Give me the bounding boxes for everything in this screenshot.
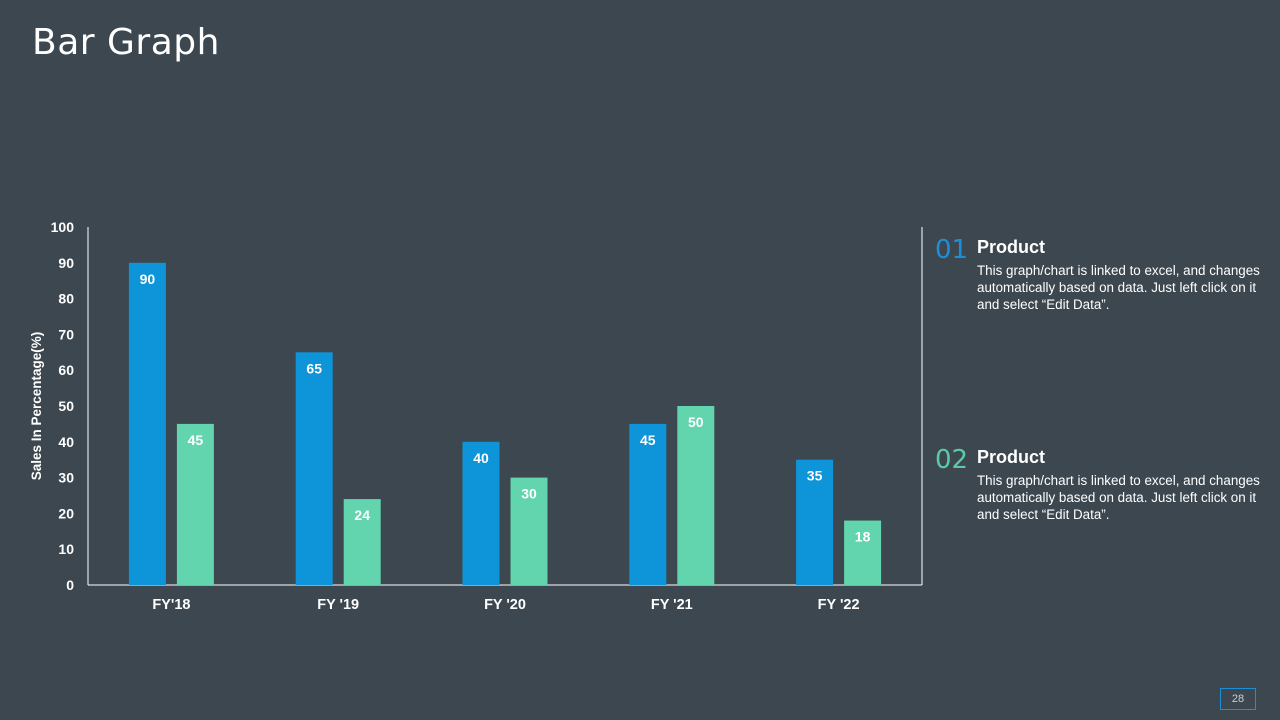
- bar-product-01: [629, 423, 667, 585]
- bar-product-02: [677, 406, 715, 585]
- data-label: 50: [688, 414, 704, 430]
- bar-product-01: [462, 441, 500, 585]
- data-label: 45: [640, 432, 656, 448]
- y-tick-label: 60: [58, 362, 74, 378]
- data-label: 30: [521, 486, 537, 502]
- y-tick-label: 90: [58, 255, 74, 271]
- data-label: 40: [473, 450, 489, 466]
- data-label: 35: [807, 468, 823, 484]
- bar-product-01: [796, 459, 834, 585]
- data-label: 90: [140, 271, 156, 287]
- page-number: 28: [1220, 688, 1256, 710]
- x-tick-label: FY '22: [818, 597, 860, 613]
- data-label: 24: [354, 507, 370, 523]
- y-tick-label: 80: [58, 291, 74, 307]
- x-tick-label: FY'18: [152, 597, 190, 613]
- legend-description-01: This graph/chart is linked to excel, and…: [977, 263, 1260, 312]
- bar-product-01: [295, 352, 333, 585]
- y-tick-label: 70: [58, 326, 74, 342]
- slide-title: Bar Graph: [32, 22, 220, 63]
- legend-description-02: This graph/chart is linked to excel, and…: [977, 473, 1260, 522]
- y-tick-label: 0: [66, 577, 74, 593]
- x-tick-label: FY '21: [651, 597, 693, 613]
- x-tick-label: FY '19: [317, 597, 359, 613]
- y-tick-label: 30: [58, 470, 74, 486]
- bar-product-01: [128, 262, 166, 585]
- legend-number-02: 02: [935, 445, 969, 475]
- legend-title-01: Product: [977, 237, 1046, 257]
- data-label: 65: [306, 360, 322, 376]
- bar-product-02: [343, 499, 381, 585]
- data-label: 18: [855, 529, 871, 545]
- legend-number-01: 01: [935, 235, 969, 265]
- y-tick-label: 40: [58, 434, 74, 450]
- y-axis-label: Sales In Percentage(%): [29, 332, 44, 481]
- bar-product-02: [176, 423, 214, 585]
- legend-title-02: Product: [977, 447, 1046, 467]
- y-tick-label: 100: [51, 219, 75, 235]
- data-label: 45: [188, 432, 204, 448]
- bar-product-02: [510, 477, 548, 585]
- y-tick-label: 10: [58, 541, 74, 557]
- y-tick-label: 50: [58, 398, 74, 414]
- x-tick-label: FY '20: [484, 597, 526, 613]
- y-tick-label: 20: [58, 505, 74, 521]
- bar-product-02: [844, 520, 882, 585]
